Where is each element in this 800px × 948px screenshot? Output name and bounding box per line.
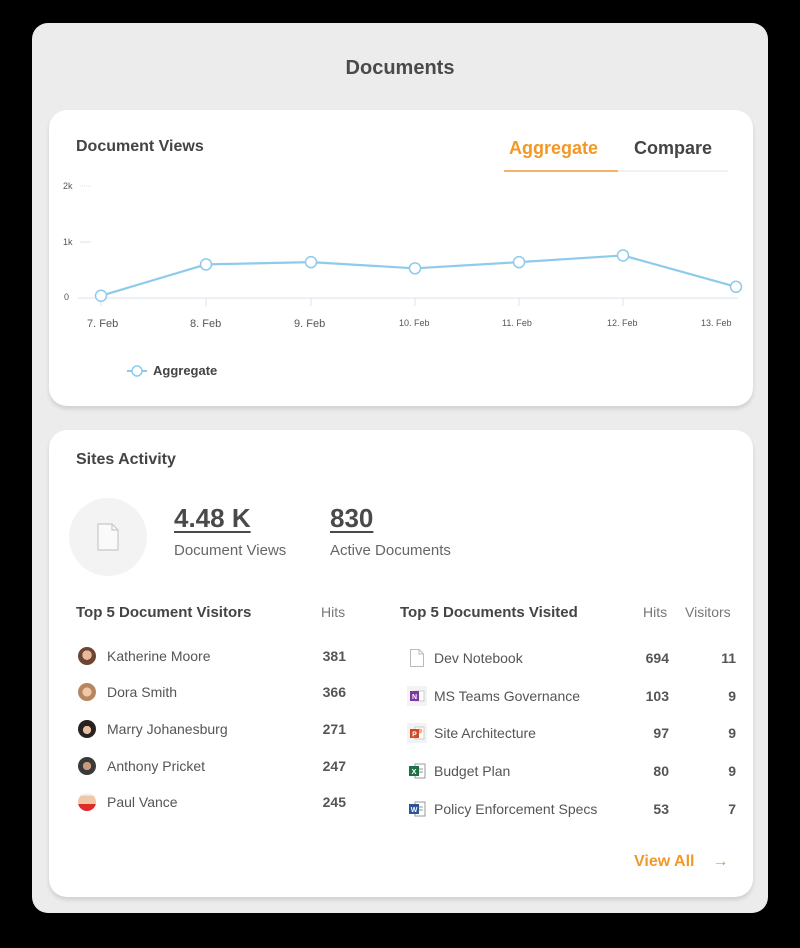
document-row[interactable]: Dev Notebook [407, 646, 523, 670]
y-tick-0: 0 [64, 292, 69, 302]
x-tick-label: 10. Feb [399, 318, 430, 328]
data-point[interactable] [94, 289, 108, 303]
visitor-row[interactable]: Katherine Moore [78, 644, 211, 668]
x-tick-label: 9. Feb [294, 318, 325, 330]
document-name: Policy Enforcement Specs [434, 801, 598, 817]
avatar [78, 647, 96, 665]
document-hits: 694 [645, 650, 669, 666]
visitor-name: Marry Johanesburg [107, 721, 228, 737]
document-views-value[interactable]: 4.48 K [174, 503, 251, 533]
onenote-file-icon: N [407, 686, 427, 706]
document-name: MS Teams Governance [434, 688, 581, 704]
visitor-name: Anthony Pricket [107, 758, 206, 774]
data-point[interactable] [408, 262, 422, 275]
visitor-row[interactable]: Dora Smith [78, 680, 177, 704]
document-name: Dev Notebook [434, 650, 523, 666]
document-icon-circle [69, 498, 147, 576]
document-views-card: Document Views Aggregate Compare 2k 1k 0 [49, 110, 753, 406]
y-tick-2k: 2k [63, 181, 73, 191]
document-visitors: 9 [728, 763, 736, 779]
visitor-hits: 245 [322, 794, 346, 810]
chart-legend[interactable]: Aggregate [127, 363, 217, 378]
avatar [78, 720, 96, 738]
documents-heading: Top 5 Documents Visited [400, 604, 578, 621]
document-hits: 103 [645, 688, 669, 704]
document-row[interactable]: P Site Architecture [407, 721, 536, 745]
visitors-hits-header: Hits [321, 604, 346, 620]
panel-title: Documents [345, 57, 455, 79]
data-point[interactable] [512, 255, 526, 269]
documents-panel: Documents Document Views Aggregate Compa… [32, 23, 768, 913]
documents-hits-header: Hits [643, 604, 668, 620]
document-hits: 97 [653, 725, 669, 741]
card-title: Sites Activity [76, 451, 176, 468]
active-documents-value[interactable]: 830 [330, 503, 374, 533]
view-mode-tabs: Aggregate Compare [504, 135, 728, 172]
stat-document-views: 4.48 K Document Views [174, 503, 286, 559]
document-hits: 53 [653, 801, 669, 817]
data-point[interactable] [304, 255, 318, 269]
avatar [78, 683, 96, 701]
arrow-right-icon: → [712, 853, 729, 870]
view-all-link[interactable]: View All → [634, 853, 728, 871]
document-name: Site Architecture [434, 725, 536, 741]
visitor-hits: 366 [322, 684, 346, 700]
x-tick-label: 12. Feb [607, 318, 638, 328]
document-name: Budget Plan [434, 763, 511, 779]
visitor-name: Paul Vance [107, 794, 178, 810]
visitor-hits: 271 [322, 721, 346, 737]
documents-visitors-header: Visitors [685, 604, 731, 620]
x-tick-label: 8. Feb [190, 318, 221, 330]
x-tick-label: 11. Feb [502, 318, 532, 328]
avatar [78, 793, 96, 811]
x-tick-label: 7. Feb [87, 318, 118, 330]
svg-text:N: N [412, 694, 417, 701]
tab-aggregate[interactable]: Aggregate [504, 135, 618, 172]
active-documents-label: Active Documents [330, 542, 451, 559]
stat-active-documents: 830 Active Documents [330, 503, 451, 559]
card-title: Document Views [76, 138, 204, 155]
document-views-label: Document Views [174, 542, 287, 559]
series-points [94, 249, 743, 303]
svg-text:X: X [411, 767, 416, 776]
document-views-line-chart: 2k 1k 0 7. Feb 8. Feb 9. Feb 10. Feb 11.… [63, 181, 743, 330]
series-line-aggregate [100, 254, 737, 297]
visitor-hits: 381 [322, 648, 346, 664]
y-tick-1k: 1k [63, 237, 73, 247]
sites-activity-card: Sites Activity 4.48 K Document Views 830… [49, 430, 753, 897]
visitor-name: Dora Smith [107, 684, 178, 700]
visitor-row[interactable]: Paul Vance [78, 790, 178, 814]
view-all-label: View All [634, 853, 695, 870]
generic-file-icon [407, 648, 427, 668]
excel-file-icon: X [407, 761, 427, 781]
document-visitors: 9 [728, 688, 736, 704]
visitor-hits: 247 [322, 758, 346, 774]
document-row[interactable]: W Policy Enforcement Specs [407, 797, 597, 821]
visitor-row[interactable]: Marry Johanesburg [78, 717, 228, 741]
data-point[interactable] [199, 258, 213, 271]
document-hits: 80 [653, 763, 669, 779]
document-visitors: 7 [728, 801, 736, 817]
svg-text:W: W [411, 807, 418, 814]
legend-label: Aggregate [153, 363, 218, 378]
visitor-name: Katherine Moore [107, 648, 211, 664]
visitor-row[interactable]: Anthony Pricket [78, 754, 205, 778]
document-visitors: 9 [728, 725, 736, 741]
x-tick-label: 13. Feb [701, 318, 732, 328]
data-point[interactable] [616, 249, 630, 262]
tab-compare[interactable]: Compare [634, 138, 713, 158]
avatar [78, 757, 96, 775]
legend-marker-icon [127, 364, 147, 377]
svg-text:P: P [412, 732, 417, 739]
document-icon [97, 523, 119, 551]
document-row[interactable]: N MS Teams Governance [407, 684, 580, 708]
word-file-icon: W [407, 799, 427, 819]
data-point[interactable] [729, 280, 743, 294]
document-row[interactable]: X Budget Plan [407, 759, 510, 783]
document-visitors: 11 [721, 650, 736, 666]
visitors-heading: Top 5 Document Visitors [76, 604, 252, 621]
powerpoint-file-icon: P [407, 723, 427, 743]
